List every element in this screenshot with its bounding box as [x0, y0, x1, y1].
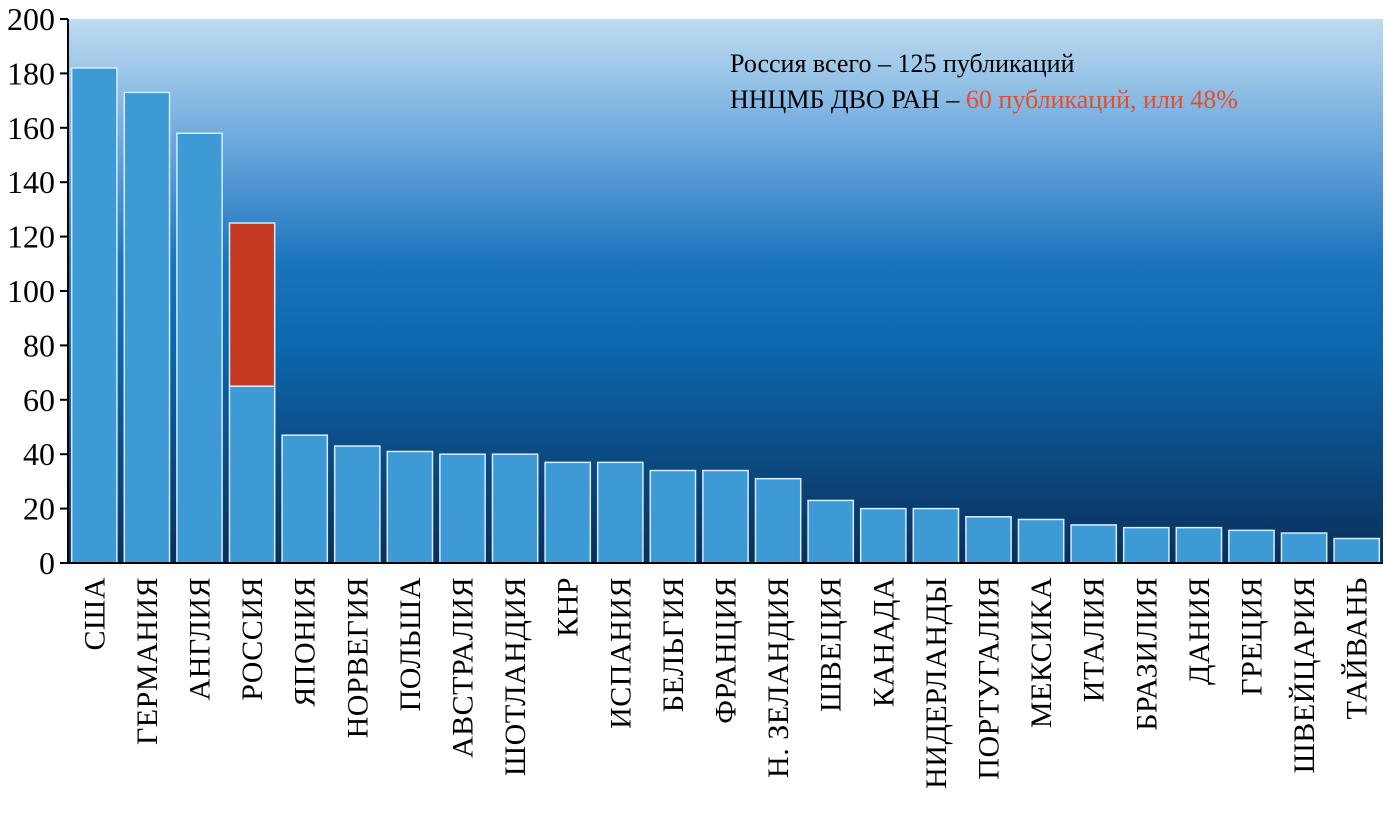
x-axis-labels: США ГЕРМАНИЯ АНГЛИЯ РОССИЯ ЯПОНИЯ НОРВЕГИЯ ПОЛ… [78, 577, 1373, 789]
x-category-label: ГРЕЦИЯ [1236, 577, 1269, 696]
bar [1017, 518, 1065, 564]
bar [912, 507, 960, 564]
bar [1175, 526, 1223, 564]
bar [333, 445, 381, 564]
x-category-label: ШВЕЙЦАРИЯ [1288, 577, 1321, 773]
bar [386, 450, 434, 564]
y-tick-label: 180 [7, 55, 55, 91]
x-category-label: АВСТРАЛИЯ [447, 577, 480, 758]
x-category-label: НИДЕРЛАНДЫ [920, 577, 953, 789]
y-tick-label: 60 [23, 382, 55, 418]
bar [965, 516, 1012, 564]
y-tick-label: 200 [7, 1, 55, 37]
x-category-label: США [78, 577, 111, 650]
x-category-label: КНР [552, 577, 585, 637]
x-category-label: ГЕРМАНИЯ [131, 577, 164, 745]
bar-russia-base [228, 385, 276, 564]
bar [649, 469, 697, 564]
y-tick-label: 160 [7, 110, 55, 146]
bar [70, 67, 118, 564]
annotation-line-2-prefix: ННЦМБ ДВО РАН – [730, 85, 960, 114]
bar [1070, 524, 1118, 564]
bar [596, 461, 644, 564]
bars-group [70, 67, 1381, 564]
x-category-label: ПОРТУГАЛИЯ [973, 577, 1006, 780]
annotation-line-2: ННЦМБ ДВО РАН – 60 публикаций, или 48% [730, 85, 1238, 114]
bar [281, 434, 329, 564]
y-tick-label: 140 [7, 164, 55, 200]
x-category-label: ШВЕЦИЯ [815, 577, 848, 712]
y-axis: 0 20 40 60 80 100 120 140 160 180 200 [7, 1, 1383, 581]
y-tick-label: 20 [23, 491, 55, 527]
bar [1228, 529, 1275, 564]
y-tick-label: 120 [7, 219, 55, 255]
y-tick-label: 80 [23, 327, 55, 363]
bar [123, 91, 171, 564]
x-category-label: ПОЛЬША [394, 577, 427, 711]
bar [176, 132, 223, 564]
bar [1333, 537, 1381, 564]
bar [1122, 526, 1170, 564]
bar [544, 461, 592, 564]
x-category-label: ЯПОНИЯ [289, 577, 322, 707]
x-category-label: ДАНИЯ [1183, 577, 1216, 685]
bar [702, 469, 749, 564]
y-tick-label: 100 [7, 273, 55, 309]
x-category-label: КАНАДА [867, 577, 900, 707]
x-category-label: РОССИЯ [236, 577, 269, 701]
x-category-label: ФРАНЦИЯ [710, 577, 743, 724]
y-tick-label: 40 [23, 436, 55, 472]
bar [491, 453, 539, 564]
bar [807, 499, 855, 564]
bar-russia-highlight [228, 222, 276, 387]
x-category-label: ИСПАНИЯ [604, 577, 637, 729]
x-category-label: БРАЗИЛИЯ [1130, 577, 1163, 731]
x-category-label: ИТАЛИЯ [1078, 577, 1111, 702]
x-category-label: БЕЛЬГИЯ [657, 577, 690, 712]
bar [859, 507, 907, 564]
x-category-label: ТАЙВАНЬ [1341, 577, 1374, 719]
bar [1280, 532, 1328, 564]
annotation-line-2-highlight: 60 публикаций, или 48% [959, 85, 1238, 114]
x-category-label: АНГЛИЯ [184, 577, 217, 700]
bar [754, 477, 802, 564]
x-category-label: НОРВЕГИЯ [341, 577, 374, 738]
bar [439, 453, 486, 564]
annotation-line-1: Россия всего – 125 публикаций [730, 49, 1075, 78]
x-category-label: Н. ЗЕЛАНДИЯ [762, 577, 795, 778]
x-category-label: МЕКСИКА [1025, 577, 1058, 728]
x-category-label: ШОТЛАНДИЯ [499, 577, 532, 776]
y-tick-label: 0 [39, 545, 55, 581]
